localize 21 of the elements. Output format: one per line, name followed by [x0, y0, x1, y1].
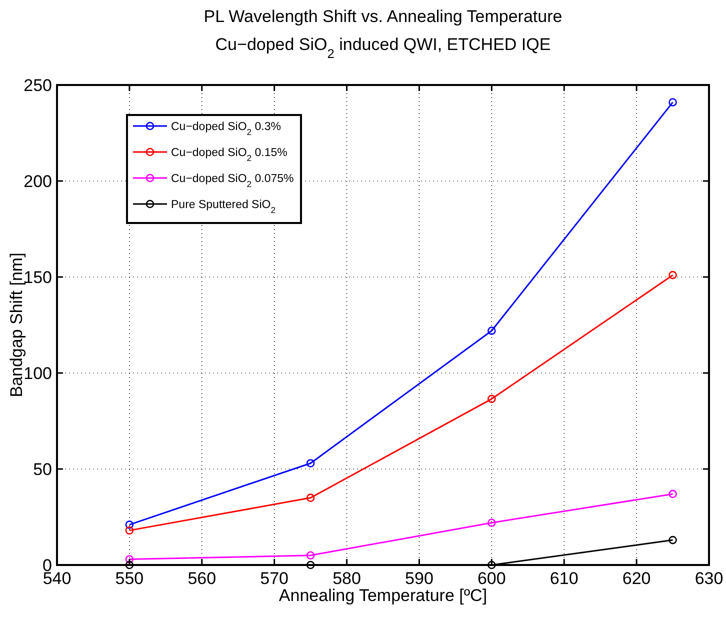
y-tick-label: 250 — [24, 76, 52, 95]
x-tick-label: 570 — [260, 569, 289, 588]
legend-label: Cu−doped SiO$_{2}$ 0.075% — [171, 173, 294, 189]
y-axis-title: Bandgap Shift [nm] — [7, 252, 26, 398]
x-tick-label: 630 — [694, 569, 724, 588]
y-tick-label: 200 — [24, 172, 52, 191]
chart-subtitle: Cu−doped SiO$_{2}$ induced QWI, ETCHED IQE — [215, 35, 551, 60]
x-tick-label: 600 — [477, 569, 506, 588]
legend-label: Cu−doped SiO$_{2}$ 0.15% — [171, 147, 288, 163]
x-tick-label: 620 — [622, 569, 651, 588]
x-tick-label: 610 — [550, 569, 578, 588]
x-tick-label: 560 — [188, 569, 216, 588]
x-tick-label: 550 — [115, 569, 144, 588]
x-tick-label: 590 — [405, 569, 434, 588]
chart-title: PL Wavelength Shift vs. Annealing Temperature — [204, 7, 562, 26]
y-tick-label: 100 — [24, 364, 52, 383]
x-tick-label: 580 — [332, 569, 361, 588]
x-axis-title: Annealing Temperature [ºC] — [278, 586, 488, 605]
legend-label: Cu−doped SiO$_{2}$ 0.3% — [171, 121, 281, 137]
y-tick-label: 50 — [33, 460, 52, 479]
legend-label: Pure Sputtered SiO$_{2}$ — [171, 199, 276, 215]
